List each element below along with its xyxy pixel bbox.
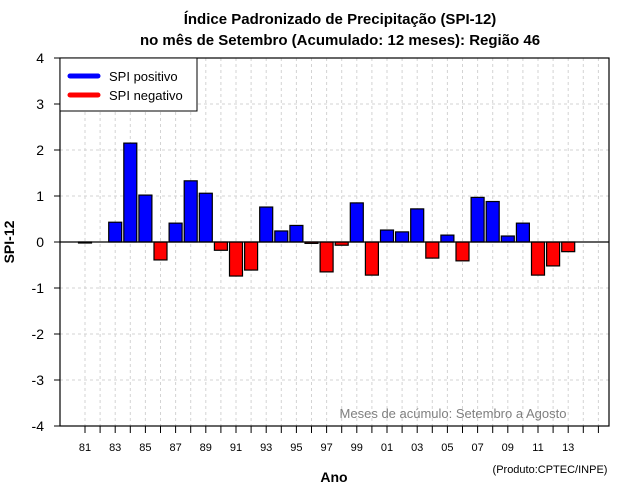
bar-positive: [259, 206, 274, 243]
legend-label-positive: SPI positivo: [109, 69, 178, 84]
bar-negative: [530, 241, 546, 276]
bar-negative: [425, 241, 440, 259]
y-axis-label: SPI-12: [1, 220, 17, 263]
y-tick-label: -1: [32, 280, 45, 296]
x-axis-label: Ano: [320, 469, 347, 485]
y-tick-label: 2: [36, 142, 44, 158]
bar-positive: [410, 208, 425, 243]
bar-positive: [168, 222, 183, 243]
x-tick-label: 81: [79, 442, 91, 454]
x-tick-label: 91: [230, 442, 242, 454]
y-tick-label: 4: [36, 50, 44, 66]
bar-positive: [395, 231, 410, 243]
bar-positive: [289, 224, 304, 243]
bar-negative: [364, 241, 379, 276]
x-tick-label: 03: [411, 442, 423, 454]
product-credit: (Produto:CPTEC/INPE): [493, 464, 608, 476]
x-tick-label: 95: [290, 442, 302, 454]
x-tick-label: 13: [562, 442, 574, 454]
y-tick-label: 0: [36, 234, 44, 250]
x-tick-label: 83: [109, 442, 121, 454]
x-tick-label: 99: [351, 442, 363, 454]
legend-label-negative: SPI negativo: [109, 88, 183, 103]
accumulation-annotation: Meses de acúmulo: Setembro a Agosto: [340, 406, 567, 421]
bar-positive: [349, 202, 364, 243]
legend-box: [59, 57, 198, 112]
bar-negative: [244, 241, 259, 271]
x-axis: 81 83 85 87 89 91 93 95 97 99 01 03 05 07 09 11 13: [79, 426, 599, 454]
bar-positive: [108, 221, 123, 243]
bar-positive: [198, 192, 213, 243]
x-tick-label: 01: [381, 442, 393, 454]
chart-title: Índice Padronizado de Precipitação (SPI-…: [184, 11, 497, 28]
bar-negative: [455, 241, 470, 262]
bar-positive: [485, 200, 500, 243]
x-tick-label: 11: [532, 442, 543, 454]
bar-positive: [183, 180, 198, 243]
y-tick-label: -2: [32, 326, 45, 342]
bar-positive: [515, 222, 531, 243]
bar-positive: [138, 194, 153, 243]
x-tick-label: 87: [169, 442, 181, 454]
y-tick-label: -4: [32, 418, 45, 434]
x-tick-label: 97: [320, 442, 332, 454]
y-tick-label: 1: [36, 188, 44, 204]
x-tick-label: 07: [471, 442, 483, 454]
bar-negative: [213, 241, 228, 251]
bar-positive: [379, 229, 395, 243]
bar-positive: [470, 196, 485, 243]
x-tick-label: 09: [502, 442, 514, 454]
bar-negative: [545, 241, 561, 267]
chart-subtitle: no mês de Setembro (Acumulado: 12 meses)…: [140, 32, 540, 49]
bar-positive: [274, 230, 289, 243]
bar-negative: [228, 241, 244, 277]
bar-negative: [153, 241, 168, 261]
bar-positive: [123, 142, 138, 243]
x-tick-label: 05: [441, 442, 453, 454]
bar-negative: [561, 241, 576, 253]
legend: SPI positivo SPI negativo: [59, 57, 198, 112]
y-tick-label: 3: [36, 96, 44, 112]
x-tick-label: 93: [260, 442, 272, 454]
y-axis: -4 -3 -2 -1 0 1 2 3 4: [32, 50, 60, 434]
y-tick-label: -3: [32, 372, 45, 388]
grid: [60, 58, 609, 426]
bar-positive: [500, 235, 515, 243]
x-tick-label: 85: [139, 442, 151, 454]
bar-positive: [440, 234, 455, 243]
x-tick-label: 89: [200, 442, 212, 454]
bar-negative: [319, 241, 334, 273]
